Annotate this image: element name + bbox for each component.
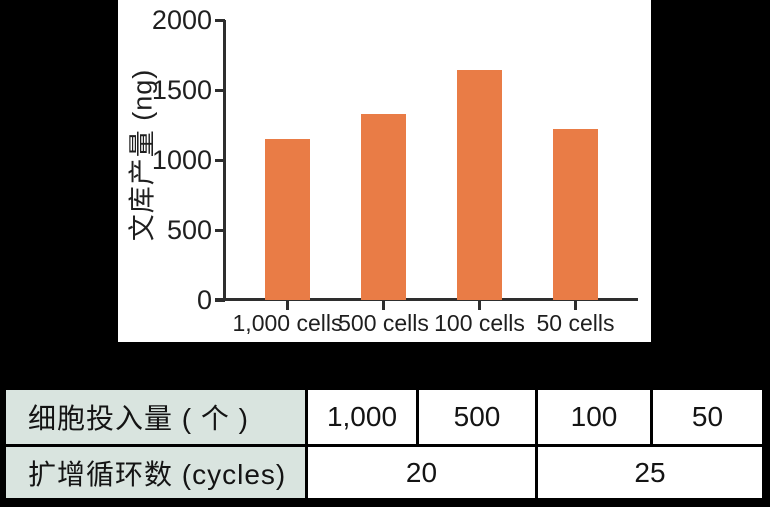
y-tick-label: 500 — [166, 215, 212, 245]
x-tick-mark — [478, 301, 481, 310]
bar-100-cells — [457, 70, 502, 300]
table-cell-input-500: 500 — [419, 390, 535, 444]
table-cell-value: 1,000 — [326, 401, 398, 432]
table-cell-input-100: 100 — [538, 390, 650, 444]
bar-500-cells — [361, 114, 406, 300]
bar-chart-panel: 文库产量 (ng) 0 500 1000 1500 2000 1,000 cells 50… — [118, 0, 651, 342]
table-header-label: 细胞投入量 ( 个 ) — [28, 403, 249, 434]
table-header-label: 扩增循环数 (cycles) — [28, 458, 287, 490]
y-tick-mark — [215, 19, 225, 22]
x-tick-label: 50 cells — [536, 310, 615, 336]
y-tick-label: 1000 — [151, 145, 212, 175]
table-cell-value: 500 — [453, 401, 501, 432]
table-cell-cycles-25: 25 — [538, 447, 762, 498]
bar-50-cells — [553, 129, 598, 300]
x-tick-label: 500 cells — [338, 310, 429, 336]
bar-1-000-cells — [265, 139, 310, 300]
y-tick-mark — [215, 159, 225, 162]
x-tick-label: 100 cells — [434, 310, 525, 336]
table-cell-cycles-20: 20 — [308, 447, 535, 498]
y-tick-mark — [215, 299, 225, 302]
y-tick-mark — [215, 89, 225, 92]
y-tick-mark — [215, 229, 225, 232]
x-tick-mark — [382, 301, 385, 310]
table-cell-value: 20 — [405, 456, 438, 488]
table-cell-value: 50 — [691, 401, 724, 432]
table-cell-input-1000: 1,000 — [308, 390, 416, 444]
table-header-cell-cycles: 扩增循环数 (cycles) — [6, 447, 305, 498]
x-tick-mark — [286, 301, 289, 310]
y-tick-label: 0 — [196, 285, 212, 315]
y-tick-label: 1500 — [151, 75, 212, 105]
table-header-cell-input: 细胞投入量 ( 个 ) — [6, 390, 305, 444]
table-cell-value: 100 — [570, 401, 618, 432]
x-axis-line — [215, 298, 638, 301]
y-tick-label: 2000 — [151, 5, 212, 35]
table-cell-value: 25 — [634, 456, 666, 488]
x-tick-label: 1,000 cells — [232, 310, 343, 336]
parameters-table: 细胞投入量 ( 个 ) 1,000 500 100 50 扩增循环数 (cycl… — [3, 387, 765, 501]
x-tick-mark — [574, 301, 577, 310]
table-cell-input-50: 50 — [653, 390, 762, 444]
